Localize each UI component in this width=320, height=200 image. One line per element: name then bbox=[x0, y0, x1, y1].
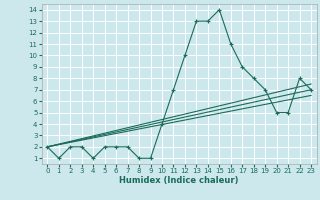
X-axis label: Humidex (Indice chaleur): Humidex (Indice chaleur) bbox=[119, 176, 239, 185]
